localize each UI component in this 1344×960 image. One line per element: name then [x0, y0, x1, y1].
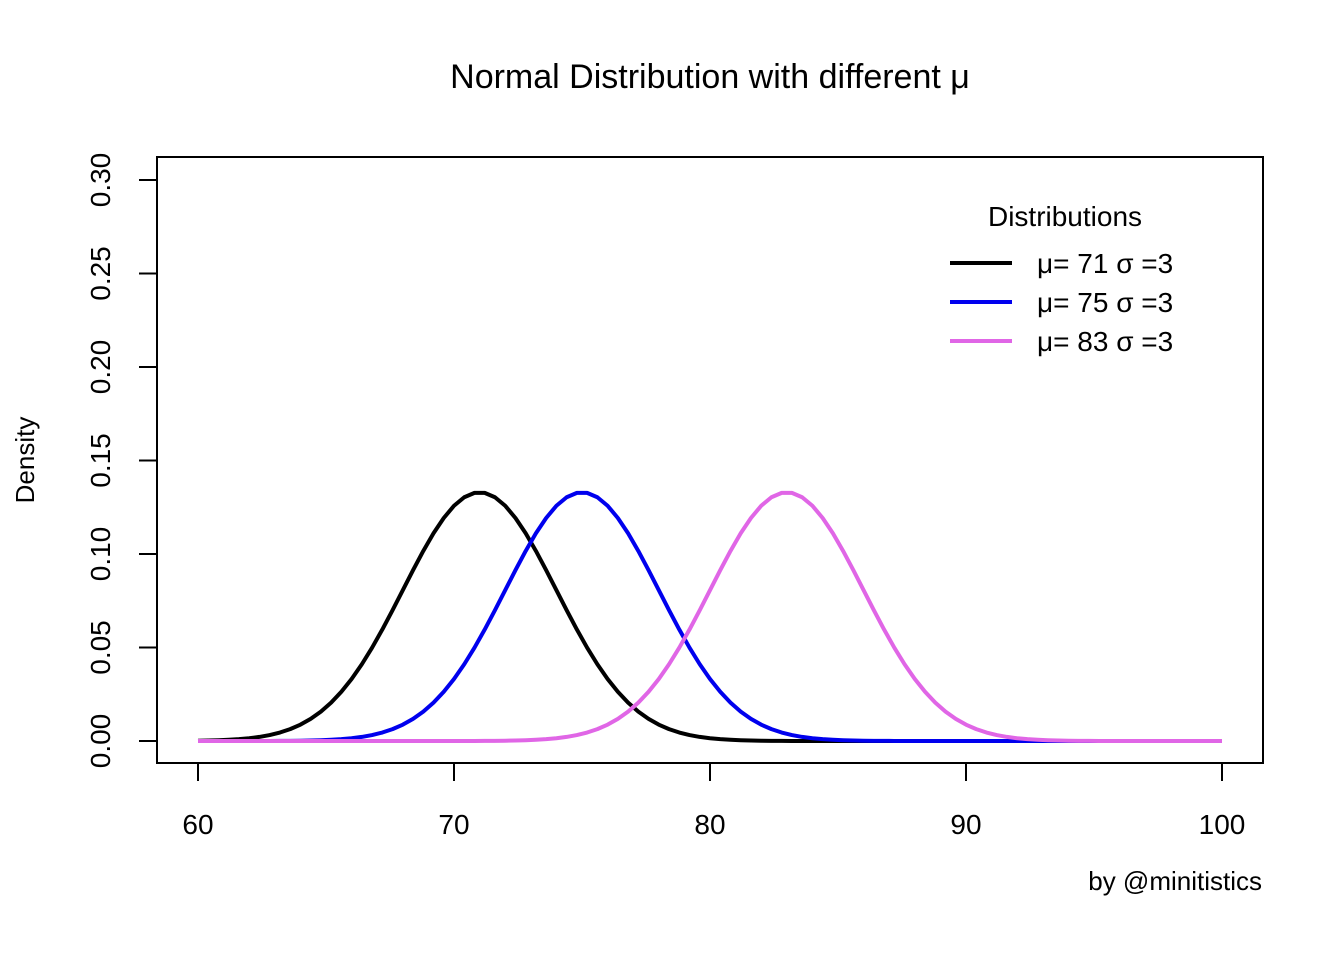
series-line-2	[198, 490, 1222, 743]
chart-title: Normal Distribution with different μ	[450, 58, 970, 96]
y-tick-label: 0.05	[85, 620, 116, 675]
y-tick-label: 0.15	[85, 433, 116, 488]
y-tick-label: 0.00	[85, 714, 116, 769]
caption: by @minitistics	[1088, 866, 1262, 896]
legend-label-2: μ= 75 σ =3	[1037, 287, 1173, 318]
series-line-1	[197, 490, 1222, 743]
legend-label-1: μ= 71 σ =3	[1037, 248, 1173, 279]
y-tick-label: 0.20	[85, 340, 116, 395]
legend-title: Distributions	[988, 201, 1142, 232]
legend: Distributions μ= 71 σ =3 μ= 75 σ =3 μ= 83 …	[950, 201, 1173, 357]
y-tick-label: 0.25	[85, 246, 116, 301]
y-tick-label: 0.10	[85, 527, 116, 582]
x-tick-label: 80	[694, 809, 725, 840]
x-tick-label: 60	[182, 809, 213, 840]
y-axis-label: Density	[10, 417, 40, 504]
legend-label-3: μ= 83 σ =3	[1037, 326, 1173, 357]
series-lines	[197, 490, 1222, 743]
y-tick-label: 0.30	[85, 153, 116, 208]
series-line-3	[198, 490, 1222, 743]
x-axis: 60 70 80 90 100	[182, 762, 1246, 840]
x-tick-label: 70	[438, 809, 469, 840]
x-tick-label: 100	[1199, 809, 1246, 840]
y-axis: 0.00 0.05 0.10 0.15 0.20 0.25 0.30	[85, 153, 158, 769]
x-tick-label: 90	[950, 809, 981, 840]
